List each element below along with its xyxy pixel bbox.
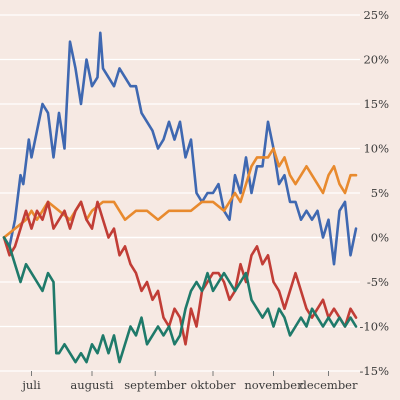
y-tick-label: -10%: [360, 320, 390, 334]
series-lines: [2, 31, 358, 364]
x-axis-tick-labels: juli augusti september oktober novemberdecem…: [20, 371, 358, 392]
x-tick-label: oktober: [190, 378, 236, 392]
series-line-4: [2, 236, 358, 364]
y-tick-label: -5%: [367, 275, 389, 289]
y-tick-label: 20%: [363, 53, 389, 67]
series-line-3: [2, 200, 358, 346]
x-tick-label: december: [300, 378, 358, 392]
y-tick-label: 10%: [363, 142, 389, 156]
x-tick-label: juli: [20, 378, 41, 392]
gridlines: [0, 14, 360, 372]
x-tick-label: november: [244, 378, 303, 392]
series-line-1: [2, 31, 358, 266]
x-tick-label: augusti: [70, 378, 114, 392]
y-tick-label: 5%: [371, 186, 389, 200]
y-tick-label: 25%: [363, 8, 389, 22]
x-tick-label: september: [124, 378, 187, 392]
y-tick-label: -15%: [360, 364, 390, 378]
y-axis-tick-labels: -15% -10% -5% 0% 5% 10% 15% 20% 25%: [360, 8, 390, 378]
y-tick-label: 0%: [371, 231, 389, 245]
y-tick-label: 15%: [363, 97, 389, 111]
